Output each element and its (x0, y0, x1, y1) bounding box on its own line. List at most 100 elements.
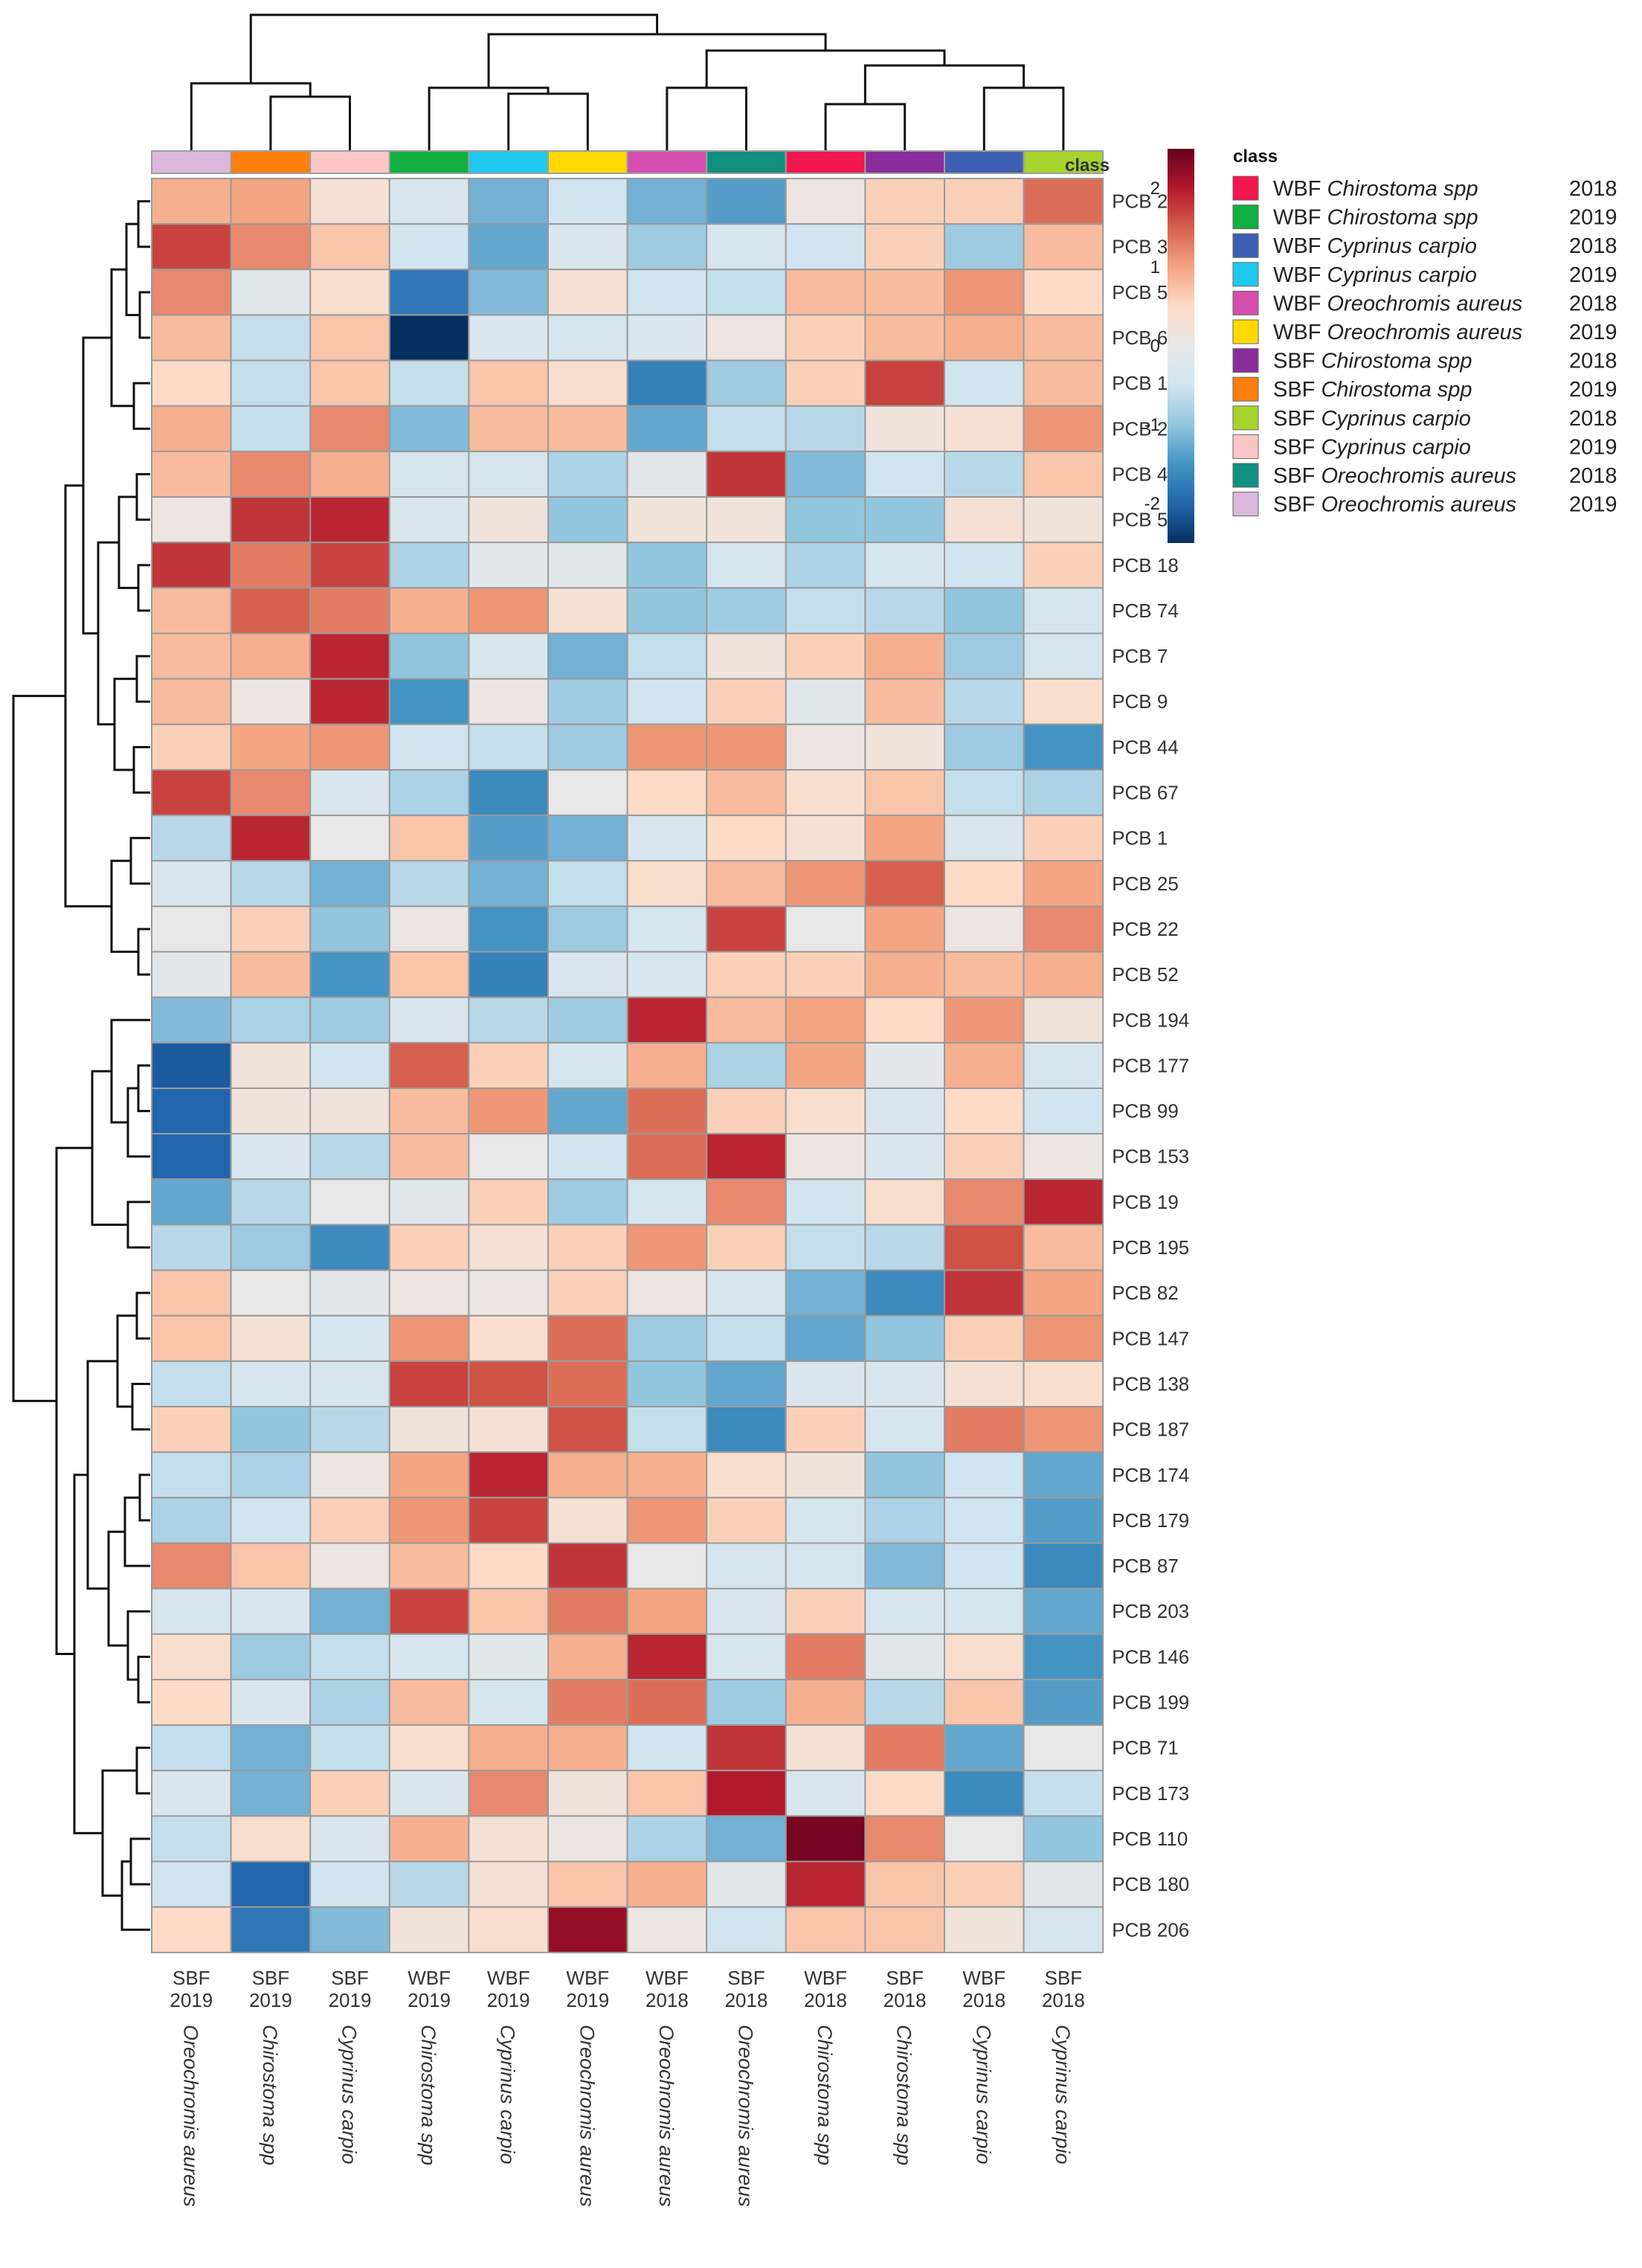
heatmap-cell (309, 223, 390, 271)
heatmap-cell (1023, 905, 1104, 953)
legend-label: WBF Cyprinus carpio (1273, 263, 1477, 287)
heatmap-cell (944, 1860, 1025, 1908)
legend-year: 2019 (1569, 263, 1617, 287)
heatmap-cell (151, 951, 232, 998)
heatmap-cell (309, 1542, 390, 1590)
heatmap-cell (785, 496, 866, 544)
heatmap-cell (309, 1724, 390, 1772)
heatmap-cell (230, 587, 312, 635)
heatmap-cell (864, 269, 946, 316)
class-annotation-row (151, 150, 1104, 174)
heatmap-cell (309, 1041, 390, 1089)
heatmap-cell (944, 1178, 1025, 1226)
legend-swatch (1232, 405, 1259, 431)
heatmap-cell (230, 815, 312, 862)
heatmap-cell (864, 1314, 946, 1362)
heatmap-cell (230, 632, 312, 680)
dendrogram-branch (982, 86, 1065, 151)
heatmap-cell (388, 723, 470, 771)
heatmap-cell (468, 223, 550, 271)
heatmap-cell (1023, 1269, 1104, 1317)
heatmap-cell (864, 951, 946, 998)
heatmap-cell (785, 768, 866, 817)
heatmap-cell (1023, 269, 1104, 316)
dendrogram-branch (12, 695, 65, 1402)
dendrogram-branch (126, 1201, 150, 1249)
heatmap-cell (626, 678, 708, 725)
row-labels: PCB 2 PCB 3 PCB 56 PCB 66 PCB 16 PCB 28 PCB 4 P… (1112, 190, 1189, 1941)
class-annotation-cell (864, 150, 946, 174)
heatmap-cell (309, 496, 390, 544)
heatmap-cell (309, 269, 390, 316)
heatmap-cell (468, 1860, 550, 1908)
heatmap-cell (706, 996, 787, 1044)
heatmap-cell (785, 1633, 866, 1680)
heatmap-cell (785, 1678, 866, 1726)
heatmap-cell (864, 314, 946, 362)
heatmap-cell (468, 1770, 550, 1817)
heatmap-cell (1023, 723, 1104, 771)
heatmap-cell (468, 1724, 550, 1772)
heatmap-cell (706, 1724, 787, 1772)
heatmap-cell (230, 1633, 312, 1680)
heatmap-cell (230, 1815, 312, 1863)
class-annotation-title: class (1065, 155, 1110, 176)
heatmap-cell (944, 450, 1025, 498)
heatmap-cell (468, 1406, 550, 1453)
heatmap-cell (547, 815, 628, 862)
heatmap-cell (230, 1451, 312, 1499)
heatmap-cell (1023, 1678, 1104, 1726)
heatmap-cell (706, 905, 787, 953)
column-label-group: WBF (408, 1967, 451, 1989)
color-scale-bar (1168, 149, 1194, 543)
heatmap-cell (151, 542, 232, 589)
row-label: PCB 52 (1112, 963, 1179, 986)
heatmap-cell (706, 178, 787, 225)
heatmap-cell (468, 632, 550, 680)
heatmap-cell (1023, 1406, 1104, 1453)
heatmap-cell (151, 1314, 232, 1362)
heatmap-cell (1023, 1906, 1104, 1953)
heatmap-cell (785, 1133, 866, 1180)
heatmap-cell (706, 1269, 787, 1317)
heatmap-cell (706, 1088, 787, 1135)
heatmap-cell (706, 269, 787, 316)
heatmap-cell (785, 905, 866, 953)
legend-label: SBF Chirostoma spp (1273, 350, 1472, 373)
heatmap-cell (864, 1088, 946, 1135)
heatmap-cell (309, 996, 390, 1044)
heatmap-cell (626, 1860, 708, 1908)
heatmap-cell (388, 1587, 470, 1635)
heatmap-cell (706, 1133, 787, 1180)
heatmap-cell (547, 768, 628, 817)
column-label-group: SBF (727, 1967, 765, 1989)
heatmap-cell (309, 951, 390, 998)
heatmap-cell (309, 314, 390, 362)
heatmap-cell (151, 1360, 232, 1408)
heatmap-cell (388, 496, 470, 544)
heatmap-cell (230, 1224, 312, 1271)
heatmap-cell (309, 178, 390, 225)
heatmap-cell (468, 542, 550, 589)
heatmap-cell (626, 1406, 708, 1453)
heatmap-cell (547, 1133, 628, 1180)
heatmap-cell (547, 1088, 628, 1135)
heatmap-cell (230, 1088, 312, 1135)
heatmap-cell (785, 1314, 866, 1362)
heatmap-cell (547, 1224, 628, 1271)
column-label-species: Chirostoma spp (814, 2025, 836, 2165)
heatmap-cell (547, 450, 628, 498)
heatmap-cell (706, 1451, 787, 1499)
heatmap-cell (944, 1451, 1025, 1499)
class-annotation-cell (785, 150, 866, 174)
heatmap-cell (468, 678, 550, 725)
legend-swatch (1232, 434, 1259, 459)
heatmap-cell (1023, 314, 1104, 362)
dendrogram-branch (705, 49, 946, 88)
heatmap-cell (864, 1451, 946, 1499)
row-label: PCB 146 (1112, 1645, 1189, 1668)
heatmap-cells (151, 178, 1104, 1953)
heatmap-cell (151, 1770, 232, 1817)
heatmap-cell (1023, 1497, 1104, 1544)
row-label: PCB 174 (1112, 1464, 1189, 1486)
